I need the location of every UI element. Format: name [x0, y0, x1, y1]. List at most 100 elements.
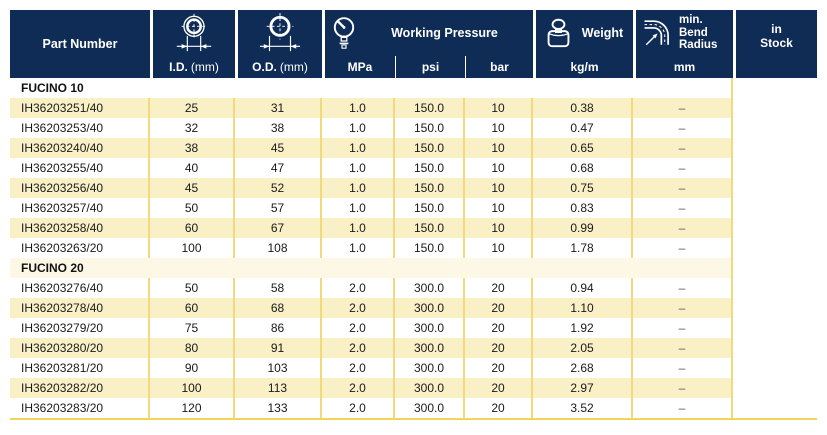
bar-cell: 10	[465, 198, 533, 218]
od-mm-cell: 67	[235, 218, 322, 238]
weight-icon	[547, 18, 570, 47]
spec-table: Part Number	[10, 10, 817, 420]
od-mm-cell: 103	[235, 358, 322, 378]
od-mm-cell: 38	[235, 118, 322, 138]
bend-radius-cell: –	[633, 138, 733, 158]
table-row: IH36203253/40 32 38 1.0 150.0 10 0.47–	[10, 118, 817, 138]
stock-label-line2: Stock	[760, 36, 793, 50]
weight-cell: 2.68	[533, 358, 633, 378]
header-part-number: Part Number	[10, 10, 150, 78]
od-mm-cell: 47	[235, 158, 322, 178]
stock-cell	[733, 278, 817, 298]
mpa-cell: 1.0	[322, 238, 395, 258]
table-row: IH36203278/40 60 68 2.0 300.0 20 1.10–	[10, 298, 817, 318]
weight-cell: 1.92	[533, 318, 633, 338]
mpa-cell: 1.0	[322, 98, 395, 118]
bend-radius-cell: –	[633, 358, 733, 378]
stock-cell	[733, 118, 817, 138]
mpa-cell: 1.0	[322, 138, 395, 158]
part-number-cell: IH36203279/20	[10, 318, 150, 338]
stock-cell	[733, 98, 817, 118]
od-mm-cell: 113	[235, 378, 322, 398]
table-row: IH36203258/40 60 67 1.0 150.0 10 0.99–	[10, 218, 817, 238]
part-number-cell: IH36203263/20	[10, 238, 150, 258]
working-pressure-label: Working Pressure	[391, 26, 498, 40]
part-number-cell: IH36203258/40	[10, 218, 150, 238]
bar-cell: 20	[465, 378, 533, 398]
mpa-cell: 1.0	[322, 198, 395, 218]
bend-radius-icon	[644, 20, 669, 46]
bar-cell: 20	[465, 338, 533, 358]
header-weight: Weight kg/m	[533, 10, 633, 78]
bend-radius-cell: –	[633, 238, 733, 258]
bend-radius-cell: –	[633, 218, 733, 238]
psi-cell: 300.0	[395, 318, 465, 338]
part-number-cell: IH36203282/20	[10, 378, 150, 398]
bend-radius-cell: –	[633, 318, 733, 338]
part-number-cell: IH36203281/20	[10, 358, 150, 378]
psi-cell: 300.0	[395, 378, 465, 398]
part-number-cell: IH36203240/40	[10, 138, 150, 158]
bend-radius-cell: –	[633, 298, 733, 318]
bar-cell: 10	[465, 98, 533, 118]
id-mm-cell: 50	[150, 278, 235, 298]
stock-cell	[733, 218, 817, 238]
bar-cell: 20	[465, 358, 533, 378]
part-number-cell: IH36203253/40	[10, 118, 150, 138]
stock-cell	[733, 178, 817, 198]
section-row: FUCINO 10	[10, 78, 817, 98]
weight-cell: 0.47	[533, 118, 633, 138]
pressure-gauge-icon	[333, 17, 355, 49]
part-number-cell: IH36203278/40	[10, 298, 150, 318]
weight-cell: 1.10	[533, 298, 633, 318]
mpa-cell: 2.0	[322, 298, 395, 318]
table-row: IH36203251/40 25 31 1.0 150.0 10 0.38–	[10, 98, 817, 118]
header-working-pressure: Working Pressure MPa psi bar	[322, 10, 533, 78]
id-mm-cell: 38	[150, 138, 235, 158]
id-mm-cell: 100	[150, 238, 235, 258]
table-row: IH36203257/40 50 57 1.0 150.0 10 0.83–	[10, 198, 817, 218]
weight-cell: 2.97	[533, 378, 633, 398]
od-mm-cell: 133	[235, 398, 322, 418]
bend-radius-cell: –	[633, 158, 733, 178]
unit-psi: psi	[395, 56, 465, 78]
psi-cell: 300.0	[395, 358, 465, 378]
od-label: O.D.	[252, 60, 277, 74]
bar-cell: 10	[465, 118, 533, 138]
psi-cell: 150.0	[395, 138, 465, 158]
stock-cell	[733, 298, 817, 318]
mpa-cell: 1.0	[322, 178, 395, 198]
weight-cell: 0.68	[533, 158, 633, 178]
weight-cell: 0.99	[533, 218, 633, 238]
part-number-cell: IH36203283/20	[10, 398, 150, 418]
header-in-stock: in Stock	[733, 10, 817, 78]
table-row: IH36203255/40 40 47 1.0 150.0 10 0.68–	[10, 158, 817, 178]
stock-cell	[733, 78, 817, 98]
stock-cell	[733, 138, 817, 158]
bar-cell: 20	[465, 398, 533, 418]
section-title: FUCINO 20	[10, 258, 733, 278]
mpa-cell: 2.0	[322, 378, 395, 398]
od-mm-cell: 108	[235, 238, 322, 258]
unit-bar: bar	[465, 56, 533, 78]
bend-radius-cell: –	[633, 118, 733, 138]
table-bottom-border	[10, 418, 817, 420]
stock-cell	[733, 238, 817, 258]
bar-cell: 10	[465, 218, 533, 238]
id-mm-cell: 60	[150, 298, 235, 318]
id-mm-cell: 40	[150, 158, 235, 178]
stock-cell	[733, 158, 817, 178]
unit-mpa: MPa	[347, 60, 373, 74]
part-number-cell: IH36203251/40	[10, 98, 150, 118]
id-unit: (mm)	[190, 60, 219, 74]
weight-unit: kg/m	[570, 60, 599, 74]
stock-label-line1: in	[771, 22, 782, 36]
bend-unit: mm	[673, 60, 696, 74]
psi-cell: 300.0	[395, 278, 465, 298]
stock-cell	[733, 198, 817, 218]
id-mm-cell: 50	[150, 198, 235, 218]
bend-radius-cell: –	[633, 178, 733, 198]
inner-diameter-icon	[176, 13, 212, 52]
bar-cell: 10	[465, 238, 533, 258]
